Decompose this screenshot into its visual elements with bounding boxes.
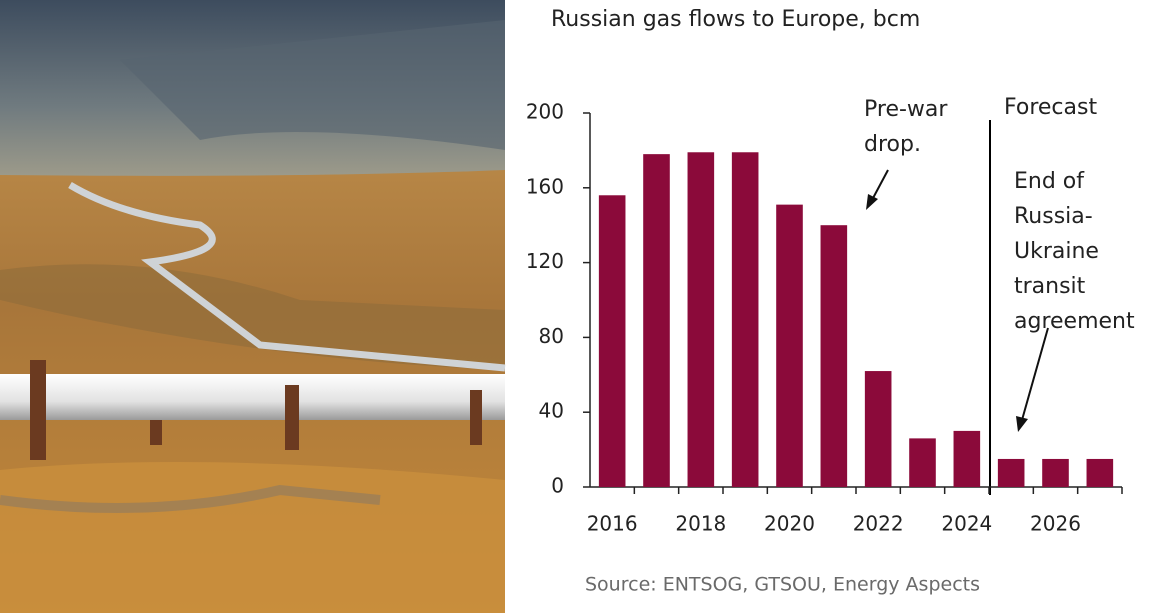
annotation: Pre-war xyxy=(864,97,948,122)
chart-title: Russian gas flows to Europe, bcm xyxy=(551,7,920,32)
bar xyxy=(1086,458,1114,487)
source: Source: ENTSOG, GTSOU, Energy Aspects xyxy=(585,574,980,596)
bar xyxy=(1042,458,1069,487)
bar xyxy=(864,371,892,487)
bar xyxy=(997,458,1025,487)
x-tick-label: 2026 xyxy=(1030,512,1081,536)
annotation: Forecast xyxy=(1004,95,1097,120)
bar xyxy=(953,430,981,487)
bar xyxy=(687,152,715,487)
annotation: drop. xyxy=(864,132,921,157)
arrows xyxy=(866,169,1049,432)
y-tick-label: 160 xyxy=(526,174,564,198)
annotation: agreement xyxy=(1014,309,1135,334)
y-tick-label: 40 xyxy=(539,399,564,423)
y-tick-label: 200 xyxy=(526,100,564,124)
bar xyxy=(643,154,670,487)
bar xyxy=(731,152,759,487)
x-tick-label: 2020 xyxy=(764,512,815,536)
y-tick-label: 0 xyxy=(551,474,564,498)
photo xyxy=(0,0,506,613)
annotation: transit xyxy=(1014,274,1086,299)
bar xyxy=(820,225,848,487)
x-tick-label: 2018 xyxy=(675,512,726,536)
bar xyxy=(909,438,936,487)
x-tick-label: 2016 xyxy=(587,512,638,536)
x-tick-label: 2024 xyxy=(941,512,992,536)
bar xyxy=(598,195,626,487)
x-tick-label: 2022 xyxy=(853,512,904,536)
annotation: Russia- xyxy=(1014,204,1093,229)
y-tick-label: 80 xyxy=(539,324,564,348)
annotation: End of xyxy=(1014,169,1085,194)
annotation: Ukraine xyxy=(1014,239,1099,264)
y-tick-label: 120 xyxy=(526,249,564,273)
bar xyxy=(776,204,803,487)
